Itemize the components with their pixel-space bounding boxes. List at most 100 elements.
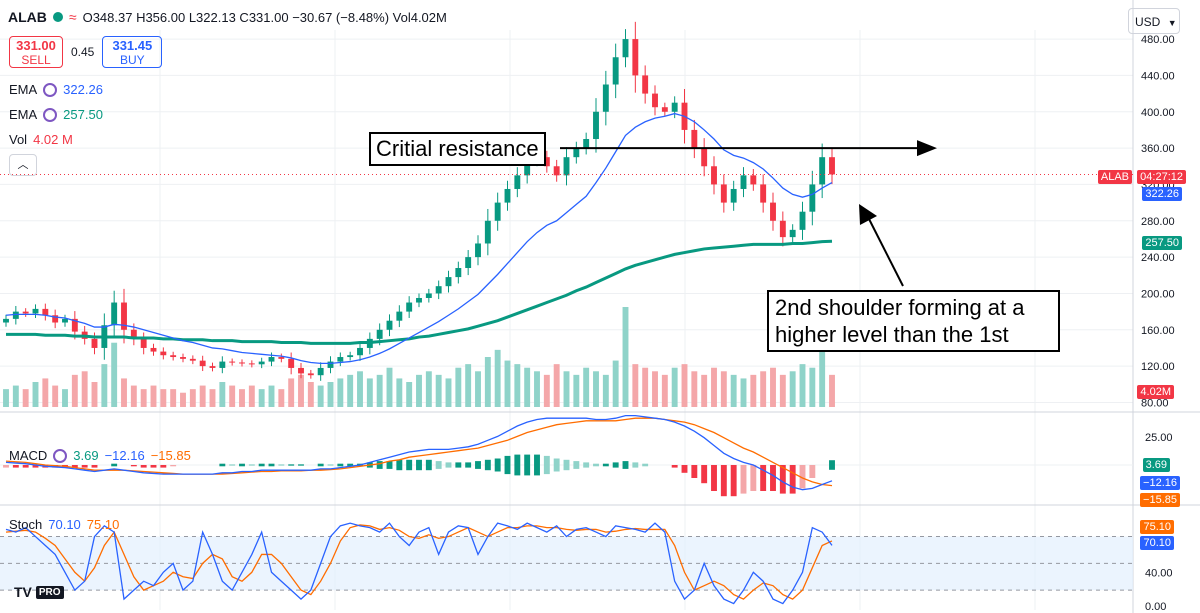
macd-hist-bar <box>514 454 521 476</box>
ema-fast-tag: 322.26 <box>1142 187 1182 201</box>
ema-slow-label: EMA <box>9 107 38 122</box>
candle-body <box>652 93 658 108</box>
volume-bar <box>543 374 550 407</box>
ema-fast-value: 322.26 <box>63 82 103 97</box>
macd-hist-tag: 3.69 <box>1142 458 1170 472</box>
macd-hist-bar <box>691 465 698 478</box>
price-tick-label: 480.00 <box>1141 34 1175 46</box>
legend-ema-fast[interactable]: EMA 322.26 <box>9 82 103 97</box>
volume-bar <box>789 371 796 407</box>
candle-body <box>504 188 511 203</box>
sell-button[interactable]: 331.00 SELL <box>9 36 63 68</box>
volume-bar <box>248 385 255 407</box>
volume-bar <box>91 382 98 407</box>
candle-body <box>298 367 304 374</box>
candle-body <box>3 318 9 323</box>
volume-bar <box>22 389 29 407</box>
legend-macd[interactable]: MACD 3.69 −12.16 −15.85 <box>9 448 191 463</box>
candle-body <box>189 358 196 361</box>
volume-bar <box>819 342 826 407</box>
macd-hist-bar <box>12 465 19 468</box>
candle-body <box>209 366 216 368</box>
candle-body <box>219 361 226 368</box>
volume-bar <box>376 374 383 407</box>
legend-stoch[interactable]: Stoch 70.10 75.10 <box>9 517 119 532</box>
spread-value: 0.45 <box>71 45 95 59</box>
collapse-legend-button[interactable]: ︿ <box>9 154 37 176</box>
candle-body <box>62 318 68 323</box>
candle-body <box>121 302 127 330</box>
volume-bar <box>209 389 216 407</box>
macd-hist-bar <box>730 465 737 497</box>
volume-bar <box>366 378 373 407</box>
candle-body <box>239 362 245 364</box>
ema-fast-line <box>5 112 833 365</box>
volume-value: 4.02 M <box>33 132 73 147</box>
buy-price: 331.45 <box>112 38 153 53</box>
volume-bar <box>12 385 19 407</box>
macd-hist-bar <box>219 463 226 467</box>
candle-body <box>229 361 236 363</box>
volume-bar <box>258 389 265 407</box>
legend-ema-slow[interactable]: EMA 257.50 <box>9 107 103 122</box>
price-tick-label: 400.00 <box>1141 107 1175 119</box>
volume-bar <box>770 367 776 407</box>
volume-bar <box>239 389 245 407</box>
volume-bar <box>180 392 186 407</box>
price-tick-label: 80.00 <box>1141 397 1169 409</box>
candle-body <box>671 102 678 112</box>
buy-button[interactable]: 331.45 BUY <box>102 36 163 68</box>
volume-bar <box>435 374 442 407</box>
macd-hist-bar <box>720 465 727 497</box>
candle-body <box>514 175 521 189</box>
candle-body <box>642 75 649 94</box>
price-tick-label: 440.00 <box>1141 70 1175 82</box>
chevron-up-icon: ︿ <box>17 159 29 171</box>
volume-bar <box>347 374 354 407</box>
symbol-header: ALAB ≈ O348.37 H356.00 L322.13 C331.00 −… <box>8 9 447 25</box>
stoch-d-tag: 75.10 <box>1140 520 1174 534</box>
currency-selector[interactable]: USD ▼ <box>1128 8 1180 34</box>
candle-body <box>455 268 462 278</box>
volume-bar <box>524 367 531 407</box>
candle-body <box>789 229 796 238</box>
candle-body <box>553 166 560 176</box>
macd-hist-bar <box>475 461 481 469</box>
volume-bar <box>661 374 668 407</box>
macd-hist-bar <box>770 465 776 491</box>
volume-bar <box>681 364 688 407</box>
macd-hist-bar <box>632 462 639 468</box>
macd-hist-bar <box>455 462 462 468</box>
volume-bar <box>504 360 511 407</box>
candle-body <box>711 166 717 185</box>
macd-hist-bar <box>32 465 39 468</box>
volume-bar <box>386 367 393 407</box>
volume-label: Vol <box>9 132 28 147</box>
volume-bar <box>337 378 344 407</box>
candle-body <box>327 361 334 368</box>
candle-body <box>583 139 590 149</box>
macd-hist-bar <box>239 463 245 467</box>
volume-bar <box>268 385 275 407</box>
volume-bar <box>298 374 304 407</box>
candle-body <box>475 243 481 258</box>
candle-body <box>406 302 413 312</box>
stoch-tick-label: 0.00 <box>1145 601 1166 613</box>
macd-hist-bar <box>268 463 275 467</box>
candle-body <box>661 107 668 112</box>
sell-label: SELL <box>21 53 51 67</box>
stoch-k-line <box>5 522 833 605</box>
macd-hist-bar <box>543 455 550 475</box>
symbol-name[interactable]: ALAB <box>8 9 47 25</box>
volume-bar <box>475 371 481 407</box>
candle-body <box>288 358 295 368</box>
legend-volume[interactable]: Vol 4.02 M <box>9 132 73 147</box>
annotation-resistance: Critial resistance <box>369 132 546 166</box>
macd-hist-bar <box>71 465 78 468</box>
cycle-icon <box>43 82 58 97</box>
candle-body <box>494 202 501 221</box>
shoulder-arrow-line <box>867 216 904 287</box>
candle-body <box>248 363 255 365</box>
volume-bar <box>652 371 658 407</box>
